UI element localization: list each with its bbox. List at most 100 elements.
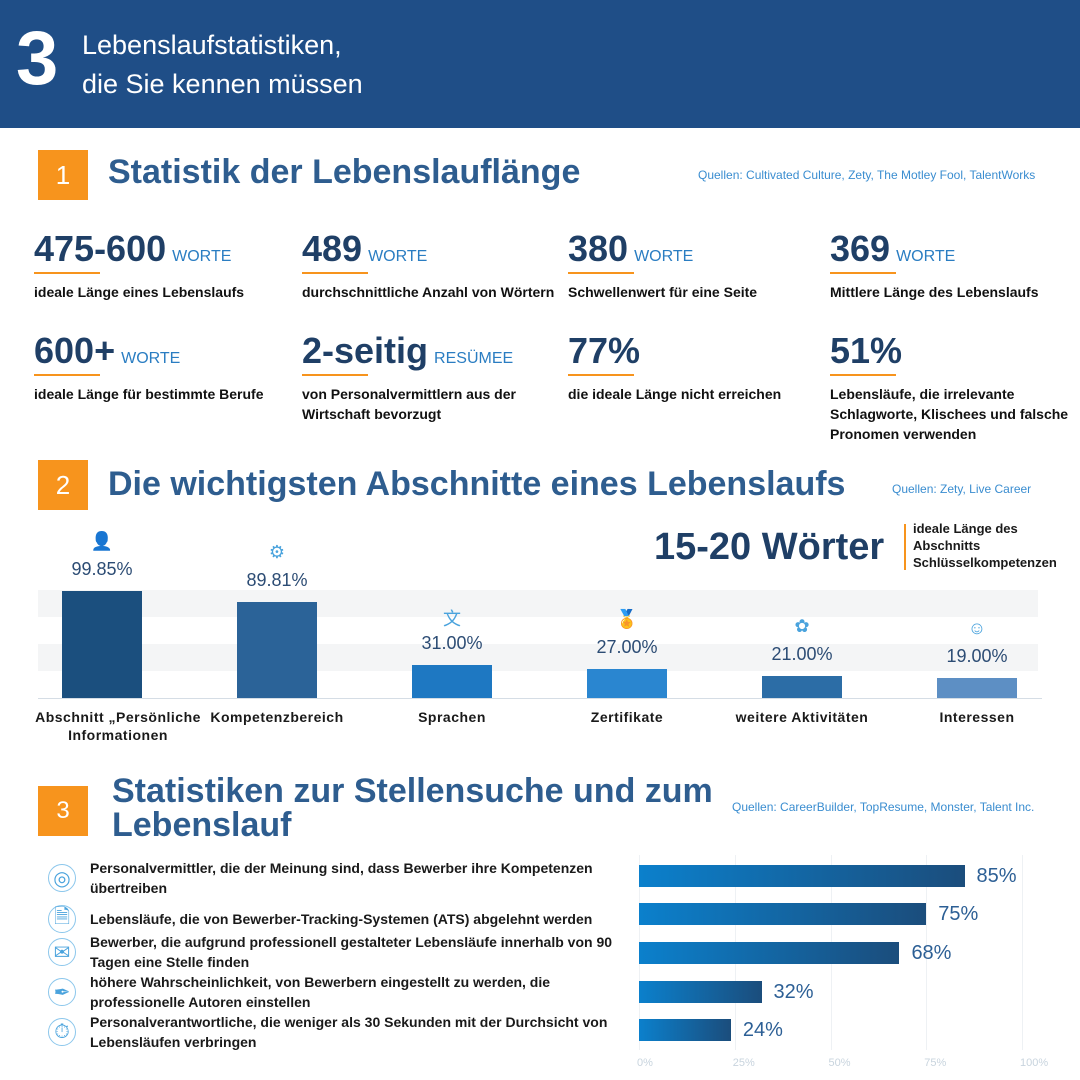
stat-value: 475-600 (34, 228, 167, 269)
list-item: ✉ Bewerber, die aufgrund professionell ge… (48, 932, 638, 972)
stat-value: 2-seitig (302, 330, 429, 371)
bar (639, 981, 762, 1003)
x-tick-label: 75% (924, 1057, 947, 1069)
interests-icon: ☺ (967, 617, 987, 638)
category-label: Zertifikate (590, 709, 664, 725)
chart-band (38, 590, 1038, 617)
highlight-desc: ideale Länge des Abschnitts Schlüsselkom… (913, 521, 1057, 570)
stat-desc: ideale Länge für bestimmte Berufe (34, 386, 264, 402)
stat-value-row: 475-600 WORTE (34, 228, 299, 270)
gridline (1022, 855, 1023, 1050)
skills-icon: ⚙ (268, 541, 286, 562)
stat-desc: von Personalvermittlern aus der Wirtscha… (302, 386, 516, 422)
stat-value: 489 (302, 228, 363, 269)
header-banner (0, 0, 1080, 128)
stat-value-row: 600+ WORTE (34, 330, 299, 372)
stat-unit: WORTE (368, 248, 428, 265)
section2-badge: 2 (38, 460, 88, 510)
bar (412, 664, 492, 698)
header-title-line2: die Sie kennen müssen (82, 69, 363, 99)
section3-source: Quellen: CareerBuilder, TopResume, Monst… (732, 800, 1035, 814)
stat-value-row: 380 WORTE (568, 228, 833, 270)
resume-person-icon: 👤 (90, 531, 114, 552)
bar (639, 865, 965, 887)
stat-block: 77% die ideale Länge nicht erreichen (568, 330, 833, 404)
bar-value-label: 32% (773, 981, 814, 1003)
bar (762, 675, 842, 698)
item-text: Lebensläufe, die von Bewerber-Tracking-S… (90, 911, 593, 927)
item-text: Personalvermittler, die der Meinung sind… (90, 860, 593, 896)
section1-source: Quellen: Cultivated Culture, Zety, The M… (698, 168, 1036, 182)
chart-band (38, 644, 1038, 671)
list-item: ✒ höhere Wahrscheinlichkeit, von Bewerber… (48, 972, 638, 1012)
bar-value-label: 85% (976, 865, 1017, 887)
list-item: ⏱ Personalverantwortliche, die weniger al… (48, 1012, 638, 1052)
section3-title: Statistiken zur Stellensuche und zum Leb… (112, 772, 713, 844)
stat-unit: RESÜMEE (434, 350, 514, 367)
chart-baseline (38, 698, 1042, 699)
stat-value-row: 2-seitig RESÜMEE (302, 330, 567, 372)
x-tick-label: 100% (1020, 1057, 1049, 1069)
pen-icon: ✒ (48, 978, 76, 1006)
stat-underline (302, 272, 368, 274)
bar (639, 942, 900, 964)
section3-badge: 3 (38, 786, 88, 836)
bar-value-label: 27.00% (596, 637, 658, 658)
gridline (926, 855, 928, 1050)
list-item: ◎ Personalvermittler, die der Meinung sin… (48, 858, 638, 898)
list-item: 🗎 Lebensläufe, die von Bewerber-Tracking-… (48, 905, 638, 933)
stat-value-row: 77% (568, 330, 833, 372)
stat-block: 380 WORTE Schwellenwert für eine Seite (568, 228, 833, 302)
stat-block: 489 WORTE durchschnittliche Anzahl von Wör… (302, 228, 567, 302)
stat-underline (34, 272, 100, 274)
item-text: Bewerber, die aufgrund professionell ges… (90, 934, 613, 970)
stat-unit: WORTE (172, 248, 232, 265)
stat-block: 2-seitig RESÜMEE von Personalvermittlern a… (302, 330, 567, 424)
item-text: Personalverantwortliche, die weniger als… (90, 1014, 608, 1050)
bar-value-label: 68% (911, 942, 952, 964)
bar (587, 669, 667, 698)
stat-unit: WORTE (121, 350, 181, 367)
stat-value: 369 (830, 228, 891, 269)
stat-value-row: 51% (830, 330, 1075, 372)
stat-underline (34, 374, 100, 376)
section1-title: Statistik der Lebenslauflänge (108, 153, 581, 191)
highlight-divider (904, 524, 906, 570)
header-title: Lebenslaufstatistiken, die Sie kennen mü… (82, 26, 582, 104)
category-label: Abschnitt „Persönliche Informationen (35, 709, 201, 743)
stat-underline (568, 272, 634, 274)
stat-desc: ideale Länge eines Lebenslaufs (34, 284, 245, 300)
bar-value-label: 75% (938, 903, 979, 925)
language-icon: 文 (443, 608, 461, 629)
category-label: Interessen (939, 709, 1015, 725)
bar (639, 1019, 731, 1041)
stat-block: 51% Lebensläufe, die irrelevante Schlagwo… (830, 330, 1075, 444)
bar-value-label: 31.00% (421, 632, 483, 653)
bar-value-label: 89.81% (246, 569, 308, 590)
item-text: höhere Wahrscheinlichkeit, von Bewerbern… (90, 974, 551, 1010)
bar-value-label: 24% (742, 1019, 783, 1041)
stopwatch-icon: ⏱ (48, 1018, 76, 1046)
stat-unit: WORTE (896, 248, 956, 265)
bar-value-label: 21.00% (771, 643, 833, 664)
stat-unit: WORTE (634, 248, 694, 265)
bar (937, 677, 1017, 698)
bar (62, 591, 142, 698)
stat-desc: Mittlere Länge des Lebenslaufs (830, 284, 1039, 300)
mail-icon: ✉ (48, 938, 76, 966)
stat-desc: Schwellenwert für eine Seite (568, 284, 758, 300)
stat-desc: die ideale Länge nicht erreichen (568, 386, 782, 402)
stat-block: 475-600 WORTE ideale Länge eines Lebenslau… (34, 228, 299, 302)
bar-value-label: 99.85% (71, 559, 133, 580)
category-label: Sprachen (418, 709, 486, 725)
section1-badge: 1 (38, 150, 88, 200)
certificate-icon: 🏅 (615, 609, 639, 630)
activities-icon: ✿ (794, 615, 810, 636)
category-label: weitere Aktivitäten (735, 709, 869, 725)
stat-desc: Lebensläufe, die irrelevante Schlagworte… (830, 386, 1069, 442)
stat-underline (830, 374, 896, 376)
section2-title: Die wichtigsten Abschnitte eines Lebensl… (108, 465, 846, 503)
stat-underline (568, 374, 634, 376)
header-number: 3 (16, 16, 59, 101)
stat-block: 369 WORTE Mittlere Länge des Lebenslaufs (830, 228, 1075, 302)
